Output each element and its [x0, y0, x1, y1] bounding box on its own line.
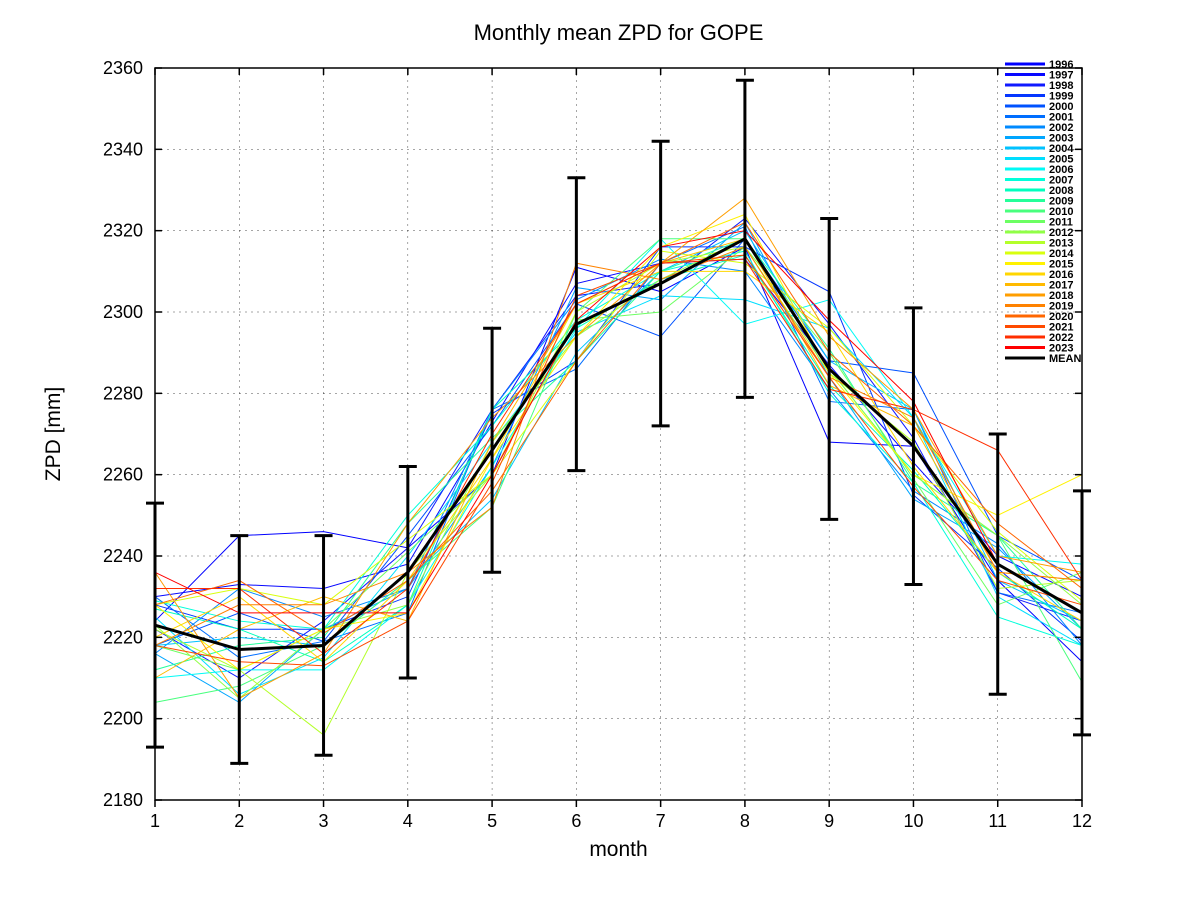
ytick-label: 2200 [103, 709, 143, 729]
zpd-chart: 1234567891011122180220022202240226022802… [0, 0, 1201, 901]
ytick-label: 2260 [103, 465, 143, 485]
ylabel: ZPD [mm] [42, 387, 65, 482]
xtick-label: 8 [740, 811, 750, 831]
xtick-label: 9 [824, 811, 834, 831]
xtick-label: 12 [1072, 811, 1092, 831]
legend-label-mean: MEAN [1049, 353, 1081, 365]
ytick-label: 2240 [103, 546, 143, 566]
xlabel: month [589, 838, 647, 861]
ytick-label: 2360 [103, 58, 143, 78]
ytick-label: 2340 [103, 139, 143, 159]
xtick-label: 6 [571, 811, 581, 831]
xtick-label: 7 [656, 811, 666, 831]
ytick-label: 2220 [103, 627, 143, 647]
ytick-label: 2180 [103, 790, 143, 810]
xtick-label: 1 [150, 811, 160, 831]
xtick-label: 5 [487, 811, 497, 831]
xtick-label: 2 [234, 811, 244, 831]
xtick-label: 10 [903, 811, 923, 831]
xtick-label: 3 [319, 811, 329, 831]
chart-bg [0, 0, 1201, 901]
ytick-label: 2320 [103, 221, 143, 241]
xtick-label: 11 [988, 811, 1007, 831]
chart-title: Monthly mean ZPD for GOPE [474, 20, 764, 45]
ytick-label: 2280 [103, 383, 143, 403]
xtick-label: 4 [403, 811, 413, 831]
ytick-label: 2300 [103, 302, 143, 322]
